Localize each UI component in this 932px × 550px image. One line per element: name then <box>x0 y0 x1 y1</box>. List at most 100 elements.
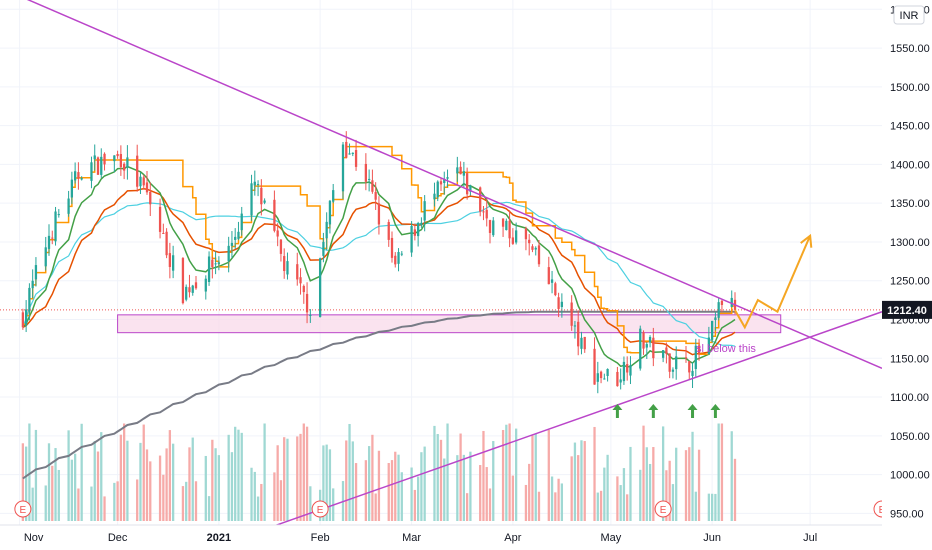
candle-body <box>443 178 446 183</box>
candle-body <box>717 302 720 318</box>
candle-body <box>194 282 198 289</box>
candle-body <box>240 213 243 231</box>
volume-bar <box>145 449 149 521</box>
earnings-marker[interactable] <box>654 500 672 518</box>
volume-bar <box>185 481 188 521</box>
candle-body <box>77 172 80 179</box>
candle-body <box>514 230 518 243</box>
candle-body <box>273 199 276 231</box>
candle-body <box>325 221 328 239</box>
candle-body <box>642 332 645 349</box>
candle-body <box>296 264 299 280</box>
candle-body <box>599 371 603 379</box>
volume-bar <box>51 465 54 521</box>
candle-body <box>505 220 508 231</box>
volume-bar <box>70 459 74 521</box>
candle-body <box>456 167 459 174</box>
price-axis[interactable]: 1600.001550.001500.001450.001400.001350.… <box>882 0 932 525</box>
candle-body <box>318 258 322 318</box>
candle-body <box>207 256 211 282</box>
candle-body <box>113 155 116 162</box>
volume-bar <box>661 426 665 521</box>
candle-body <box>122 163 126 171</box>
candle-body <box>626 364 629 373</box>
volume-bar <box>583 441 586 521</box>
candle-body <box>648 336 652 343</box>
volume-bar <box>528 463 531 521</box>
volume-bar <box>263 423 266 521</box>
candle-body <box>622 361 626 382</box>
candle-body <box>691 370 694 376</box>
support-zone-rect[interactable] <box>117 314 782 334</box>
volume-bar <box>276 445 279 521</box>
candle-body <box>554 283 557 296</box>
volume-bar <box>204 455 207 521</box>
candle-body <box>142 177 145 186</box>
volume-bar <box>139 442 142 521</box>
candle-body <box>171 255 175 271</box>
y-tick-label: 1400.00 <box>890 159 930 171</box>
candle-body <box>158 206 162 232</box>
candle-body <box>90 162 93 181</box>
time-axis[interactable]: Nov Dec 2021 Feb Mar Apr May Jun Jul <box>0 524 932 550</box>
volume-bar <box>77 488 80 521</box>
candle-body <box>162 232 165 234</box>
volume-bar <box>250 467 253 521</box>
volume-bar <box>720 423 724 521</box>
candle-body <box>547 267 550 285</box>
candle-body <box>283 256 286 272</box>
volume-bar <box>387 463 390 521</box>
candle-body <box>710 320 714 340</box>
volume-bar <box>619 485 622 521</box>
up-arrow-icon <box>710 404 721 418</box>
volume-bar <box>511 475 515 521</box>
volume-bar <box>54 448 57 521</box>
volume-bar <box>691 431 694 521</box>
earnings-marker[interactable] <box>311 500 329 518</box>
volume-bar <box>24 446 28 521</box>
volume-bar <box>524 484 528 521</box>
up-arrow-icon <box>687 404 698 418</box>
candle-body <box>305 293 309 313</box>
volume-bar <box>665 470 668 521</box>
candle-body <box>80 178 83 180</box>
earnings-label: E <box>660 505 667 516</box>
candle-body <box>665 347 668 354</box>
volume-bar <box>488 488 492 521</box>
volume-bar <box>397 454 400 521</box>
projection-path[interactable] <box>734 235 812 330</box>
volume-bar <box>211 439 214 521</box>
candle-body <box>96 157 100 175</box>
volume-bar <box>593 426 596 521</box>
candle-body <box>34 265 38 280</box>
volume-bar <box>191 437 194 521</box>
candle-body <box>322 241 325 256</box>
ascending-support-line[interactable] <box>167 311 883 550</box>
candle-body <box>479 187 482 212</box>
candle-body <box>145 182 149 193</box>
volume-bar <box>119 434 123 521</box>
candle-body <box>671 369 675 372</box>
candle-body <box>185 286 188 300</box>
volume-bar <box>433 425 436 521</box>
volume-bar <box>299 433 302 521</box>
descending-resistance-line[interactable] <box>0 0 883 370</box>
volume-bar <box>469 451 472 521</box>
candle-body <box>697 345 701 354</box>
candle-body <box>436 181 439 198</box>
currency-badge-box <box>893 5 925 25</box>
volume-bar <box>116 481 119 521</box>
volume-bar <box>485 467 488 521</box>
currency-badge[interactable]: INR <box>893 5 925 25</box>
volume-bar <box>47 443 51 521</box>
volume-bar <box>214 448 217 521</box>
candle-body <box>204 278 207 292</box>
candle-body <box>492 220 495 236</box>
volume-bar <box>240 432 243 521</box>
candle-body <box>593 348 596 385</box>
volume-bar <box>462 454 466 521</box>
volume-bar <box>688 447 691 521</box>
support-zone <box>117 314 782 334</box>
volume-bar <box>439 439 443 521</box>
earnings-marker[interactable] <box>14 500 32 518</box>
